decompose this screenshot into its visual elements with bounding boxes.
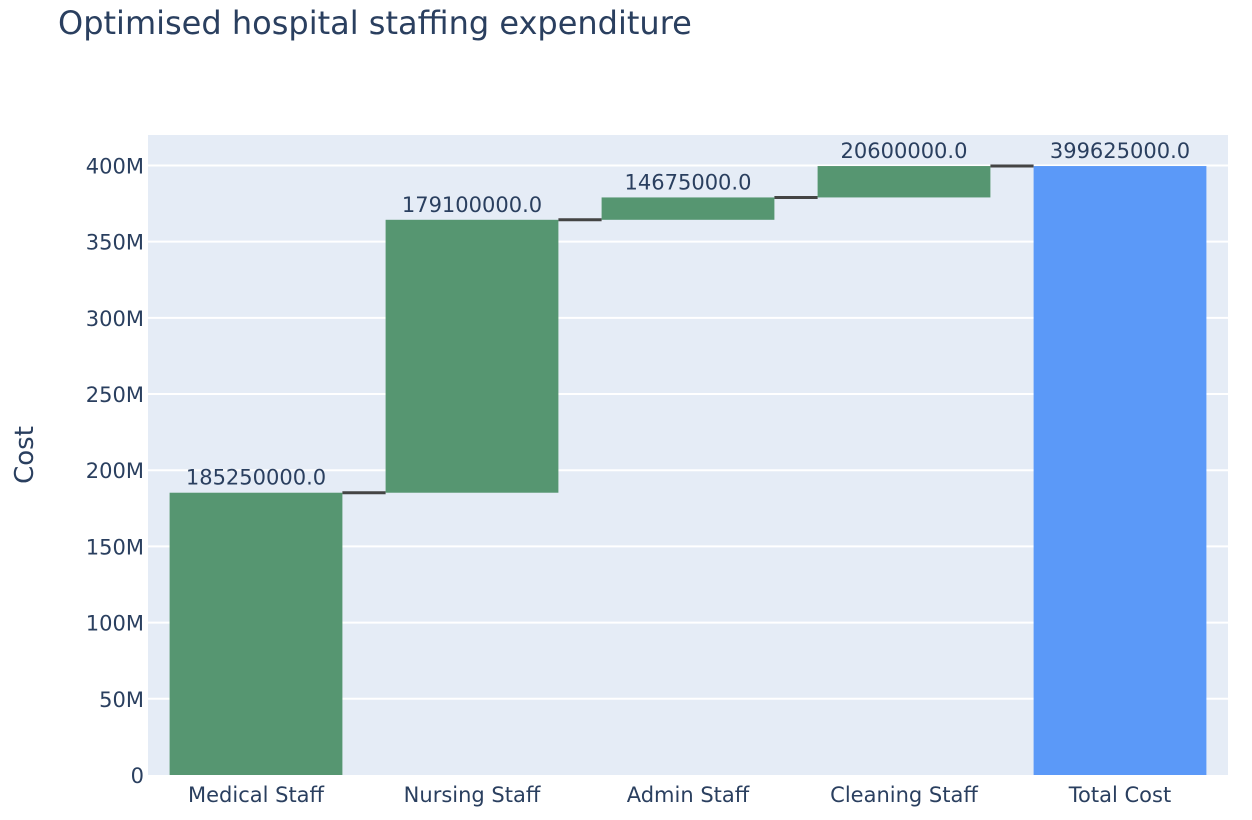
waterfall-bar — [169, 492, 343, 775]
y-tick-label: 100M — [86, 612, 144, 636]
data-labels: 185250000.0 179100000.0 14675000.0 20600000… — [186, 139, 1190, 490]
data-label: 14675000.0 — [625, 170, 752, 194]
y-tick-label: 200M — [86, 459, 144, 483]
y-tick-label: 50M — [99, 688, 144, 712]
data-label: 179100000.0 — [402, 193, 542, 217]
data-label: 20600000.0 — [841, 139, 968, 163]
y-tick-label: 350M — [86, 231, 144, 255]
x-tick-label: Cleaning Staff — [830, 783, 978, 807]
x-tick-label: Admin Staff — [627, 783, 750, 807]
y-tick-label: 250M — [86, 383, 144, 407]
bars — [169, 166, 1207, 776]
data-label: 185250000.0 — [186, 466, 326, 490]
y-tick-label: 300M — [86, 307, 144, 331]
chart-title: Optimised hospital staffing expenditure — [58, 4, 692, 42]
x-tick-label: Total Cost — [1068, 783, 1171, 807]
y-tick-label: 400M — [86, 154, 144, 178]
x-tick-label: Medical Staff — [188, 783, 325, 807]
connectors — [342, 164, 1034, 495]
waterfall-bar — [385, 219, 559, 493]
waterfall-bar — [601, 197, 775, 220]
y-tick-label: 150M — [86, 535, 144, 559]
y-axis-label: Cost — [10, 426, 40, 484]
waterfall-bar — [817, 166, 991, 198]
data-label: 399625000.0 — [1050, 139, 1190, 163]
x-axis-ticks: Medical Staff Nursing Staff Admin Staff Cle… — [188, 783, 1171, 807]
waterfall-bar — [1033, 166, 1207, 776]
y-tick-label: 0 — [131, 764, 144, 788]
y-axis-ticks: 0 50M 100M 150M 200M 250M 300M 350M 400M — [86, 154, 144, 788]
x-tick-label: Nursing Staff — [404, 783, 541, 807]
